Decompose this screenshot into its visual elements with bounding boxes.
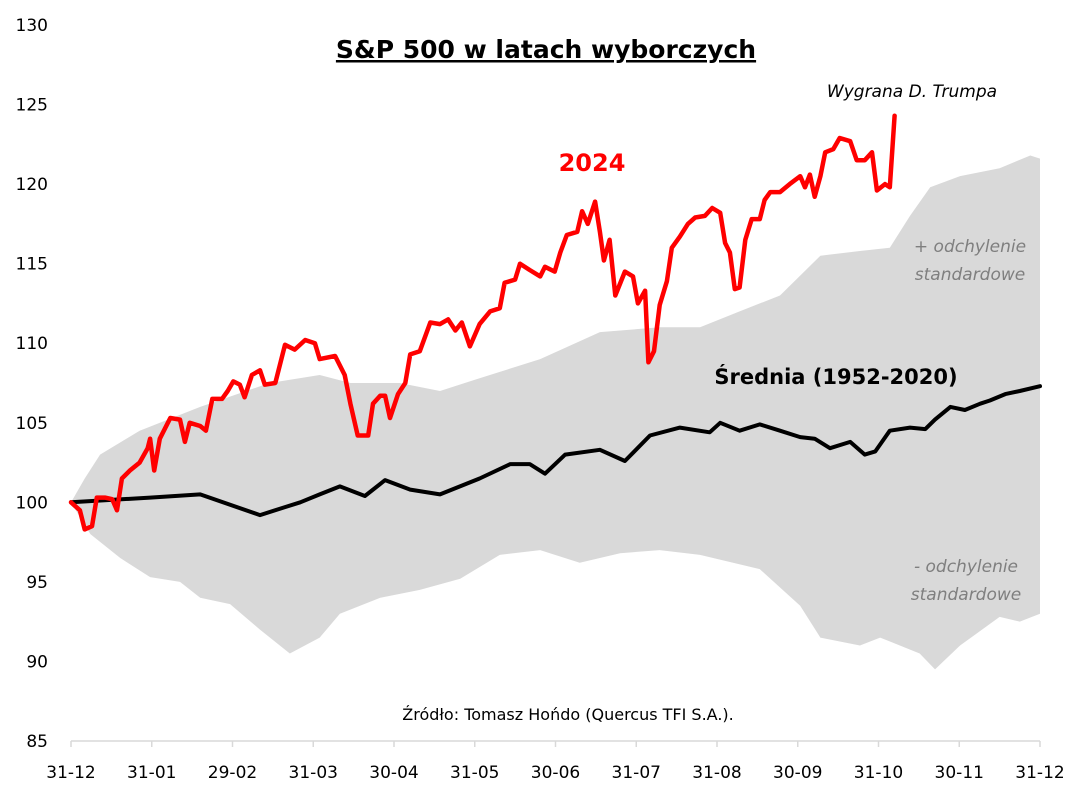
y-tick-label: 110 (16, 334, 48, 354)
source-note: Źródło: Tomasz Hońdo (Quercus TFI S.A.). (402, 705, 734, 724)
label-plus-sd-line1: + odchylenie (914, 237, 1026, 257)
x-tick-label: 30-04 (369, 763, 418, 783)
x-tick-label: 31-10 (854, 763, 903, 783)
x-tick-label: 31-08 (692, 763, 741, 783)
label-average: Średnia (1952-2020) (714, 364, 957, 389)
x-tick-label: 31-01 (127, 763, 176, 783)
series-2024-line (68, 113, 897, 532)
y-tick-label: 85 (26, 732, 48, 752)
x-tick-label: 31-05 (450, 763, 499, 783)
series-average-line (69, 384, 1042, 518)
annotation-trump-win: Wygrana D. Trumpa (827, 82, 997, 102)
y-tick-label: 100 (16, 493, 48, 513)
x-tick-label: 30-09 (773, 763, 822, 783)
y-tick-label: 120 (16, 175, 48, 195)
chart-title: S&P 500 w latach wyborczych (336, 35, 756, 64)
y-tick-label: 95 (26, 573, 48, 593)
x-tick-label: 31-12 (1015, 763, 1064, 783)
x-tick-label: 30-06 (531, 763, 580, 783)
x-tick-label: 30-11 (935, 763, 984, 783)
y-tick-label: 90 (26, 652, 48, 672)
label-minus-sd-line1: - odchylenie (914, 557, 1018, 577)
y-tick-label: 115 (16, 255, 48, 275)
y-tick-label: 125 (16, 96, 48, 116)
x-tick-label: 31-03 (289, 763, 338, 783)
label-2024: 2024 (559, 149, 626, 177)
x-tick-label: 29-02 (208, 763, 257, 783)
x-tick-label: 31-12 (46, 763, 95, 783)
y-tick-label: 130 (16, 16, 48, 36)
label-minus-sd-line2: standardowe (911, 585, 1021, 605)
y-tick-label: 105 (16, 414, 48, 434)
label-plus-sd-line2: standardowe (915, 265, 1025, 285)
std-dev-band (71, 155, 1040, 670)
x-tick-label: 31-07 (612, 763, 661, 783)
